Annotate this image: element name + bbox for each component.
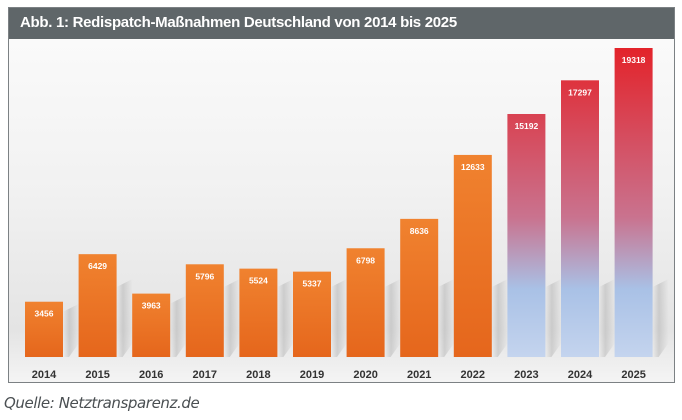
bar-value-label: 6429: [88, 261, 107, 271]
bar-value-label: 19318: [622, 55, 646, 65]
x-tick-label: 2018: [246, 369, 270, 381]
bar-shadow: [170, 295, 187, 357]
bar-value-label: 15192: [515, 121, 539, 131]
x-tick-label: 2014: [32, 369, 57, 381]
bar-2017: [185, 264, 224, 357]
bar-2014: [25, 301, 63, 357]
x-tick-label: 2023: [514, 369, 538, 381]
plot-area: 3456 6429 3963 5796 5524 5337 6798 8636 12633 151…: [9, 39, 674, 382]
x-tick-label: 2024: [568, 369, 593, 381]
bar-2021: [400, 218, 439, 357]
x-tick-label: 2016: [139, 369, 163, 381]
bar-shadow: [223, 279, 240, 357]
x-tick-label: 2022: [461, 369, 485, 381]
x-tick-label: 2019: [300, 369, 324, 381]
bar-shadow: [384, 279, 401, 357]
x-tick-label: 2015: [85, 369, 109, 381]
bar-value-label: 3963: [142, 301, 161, 311]
x-tick-label: 2020: [353, 369, 377, 381]
chart-title: Abb. 1: Redispatch-Maßnahmen Deutschland…: [20, 14, 457, 31]
bar-shadow: [652, 279, 669, 357]
bar-value-label: 5796: [195, 271, 214, 281]
bar-2020: [346, 248, 385, 357]
bar-shadow: [277, 279, 294, 357]
source-note: Quelle: Netztransparenz.de: [4, 394, 200, 412]
bar-2015: [78, 254, 117, 357]
bar-2023: [507, 113, 546, 357]
bar-shadow: [545, 279, 562, 357]
bar-value-label: 17297: [568, 87, 592, 97]
chart-frame: Abb. 1: Redispatch-Maßnahmen Deutschland…: [8, 7, 675, 383]
bar-2018: [239, 268, 278, 357]
x-tick-label: 2021: [407, 369, 431, 381]
bar-value-label: 8636: [410, 226, 429, 236]
bar-2016: [132, 293, 171, 357]
bar-2025: [614, 48, 653, 357]
bar-2022: [453, 154, 492, 357]
bar-chart: 3456 6429 3963 5796 5524 5337 6798 8636 12633 151…: [25, 48, 669, 381]
chart-header: Abb. 1: Redispatch-Maßnahmen Deutschland…: [9, 8, 674, 39]
bar-shadow: [599, 279, 615, 357]
bar-shadow: [491, 279, 508, 357]
bar-value-label: 12633: [461, 162, 485, 172]
bar-value-label: 5337: [303, 279, 322, 289]
bar-2024: [561, 80, 599, 358]
x-tick-label: 2017: [193, 369, 217, 381]
bar-value-label: 6798: [356, 255, 375, 265]
bar-value-label: 5524: [249, 276, 268, 286]
bar-value-label: 3456: [35, 309, 54, 319]
bar-shadow: [116, 279, 133, 357]
bar-shadow: [63, 303, 79, 357]
bar-2019: [293, 271, 331, 357]
bar-shadow: [331, 279, 347, 357]
bar-shadow: [438, 279, 455, 357]
x-tick-label: 2025: [621, 369, 645, 381]
